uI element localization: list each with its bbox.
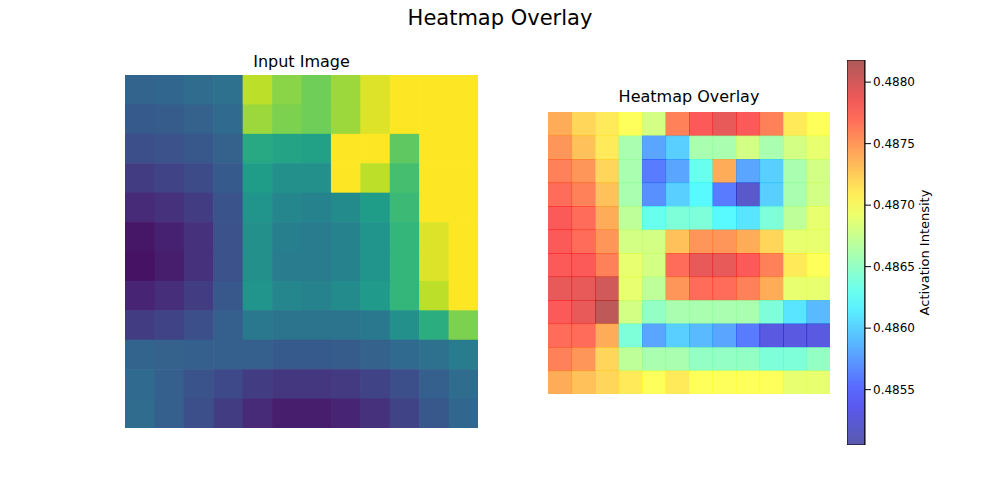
svg-text:0.4880: 0.4880 — [873, 75, 915, 89]
html-text:Input Image: Input Image — [253, 52, 350, 71]
svg-text:0.4860: 0.4860 — [873, 321, 915, 335]
svg-text:0.4875: 0.4875 — [873, 137, 915, 151]
svg-text:0.4870: 0.4870 — [873, 198, 915, 212]
svg-text:0.4855: 0.4855 — [873, 383, 915, 397]
svg-text:0.4865: 0.4865 — [873, 260, 915, 274]
svg-text:Activation Intensity: Activation Intensity — [917, 189, 932, 315]
html-text:Heatmap Overlay: Heatmap Overlay — [407, 6, 593, 30]
html-text:Heatmap Overlay: Heatmap Overlay — [618, 87, 760, 106]
